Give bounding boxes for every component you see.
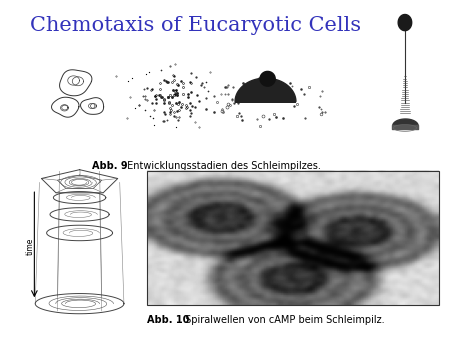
Text: Spiralwellen von cAMP beim Schleimpilz.: Spiralwellen von cAMP beim Schleimpilz.: [182, 315, 384, 325]
Polygon shape: [59, 70, 92, 96]
Polygon shape: [398, 15, 412, 31]
Text: time: time: [26, 238, 35, 255]
Text: Chemotaxis of Eucaryotic Cells: Chemotaxis of Eucaryotic Cells: [30, 16, 361, 35]
Text: Abb. 10: Abb. 10: [147, 315, 189, 325]
Bar: [147, 171, 439, 305]
Polygon shape: [52, 97, 79, 117]
Polygon shape: [260, 71, 275, 86]
Polygon shape: [81, 98, 104, 114]
Text: Abb. 9: Abb. 9: [92, 161, 128, 171]
Polygon shape: [235, 78, 296, 102]
Text: Entwicklungsstadien des Schleimpilzes.: Entwicklungsstadien des Schleimpilzes.: [124, 161, 321, 171]
